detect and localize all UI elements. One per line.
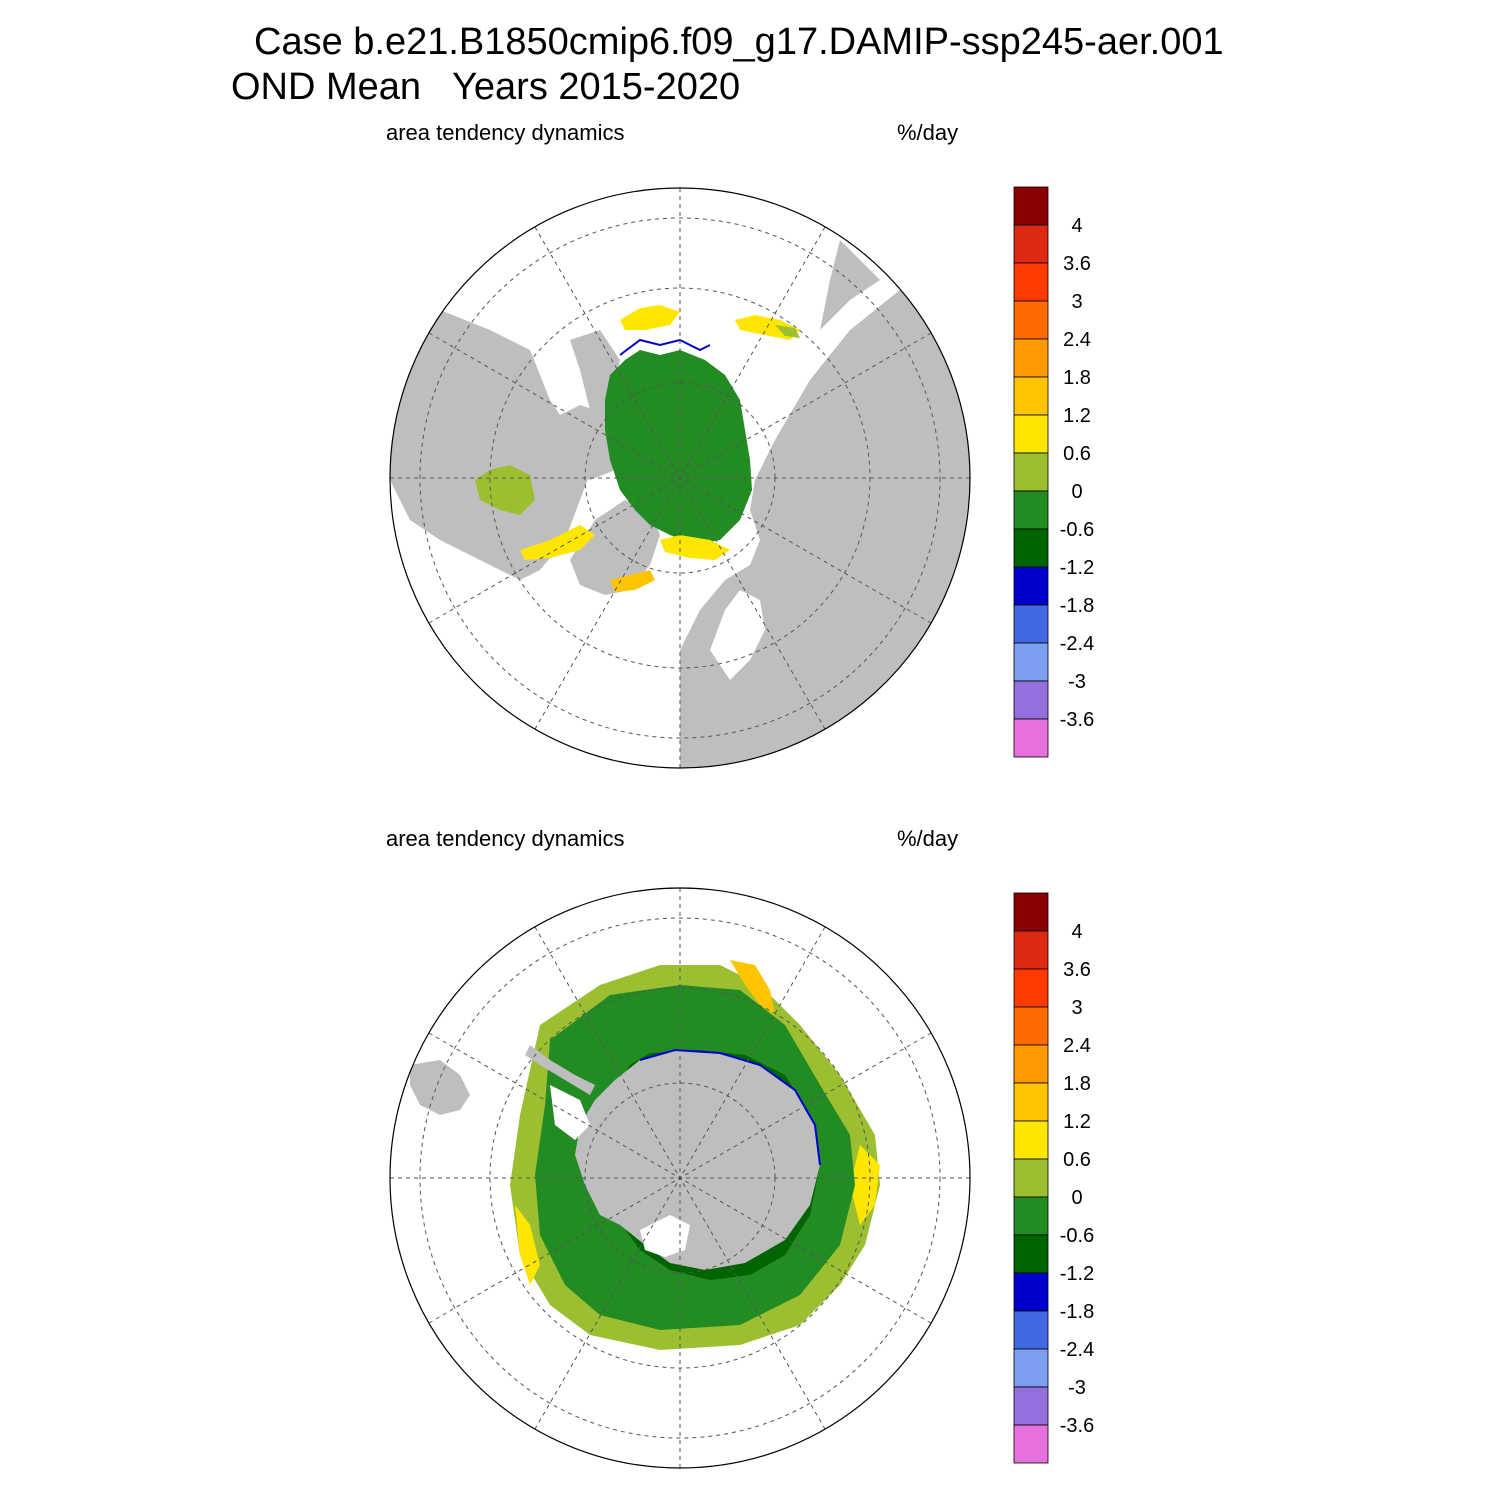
southern-ice-orange-patch <box>730 960 775 1015</box>
colorbar-tick-label: 3.6 <box>1063 253 1091 275</box>
colorbar-swatch <box>1013 338 1049 378</box>
colorbar-tick-label: 0 <box>1071 481 1082 503</box>
colorbar-tick-label: -1.8 <box>1060 1301 1094 1323</box>
weddell-sea-white <box>550 1085 590 1140</box>
figure-title-line-1: Case b.e21.B1850cmip6.f09_g17.DAMIP-ssp2… <box>254 21 1224 63</box>
figure-title-line-2: OND Mean Years 2015-2020 <box>231 66 741 108</box>
baffin-ice-band <box>520 525 595 560</box>
southern-ice-yellow-band-east <box>850 1145 880 1225</box>
colorbar-swatch <box>1013 262 1049 302</box>
colorbar-tick-label: 4 <box>1071 215 1082 237</box>
colorbar-swatch <box>1013 1158 1049 1198</box>
colorbar-tick-label: -3 <box>1068 671 1086 693</box>
south-america-land <box>410 1060 470 1115</box>
colorbar-tick-label: -3.6 <box>1060 709 1094 731</box>
colorbar-tick-label: 1.2 <box>1063 405 1091 427</box>
greenland-land <box>570 500 660 595</box>
colorbar-tick-label: 3 <box>1071 997 1082 1019</box>
colorbar-swatch <box>1013 186 1049 226</box>
okhotsk-ice <box>620 305 680 330</box>
colorbar-tick-label: 1.2 <box>1063 1111 1091 1133</box>
colorbar-tick-label: -2.4 <box>1060 633 1094 655</box>
colorbar-tick-label: -1.8 <box>1060 595 1094 617</box>
colorbar-tick-label: 2.4 <box>1063 1035 1091 1057</box>
colorbar-swatch <box>1013 566 1049 606</box>
colorbar-swatch <box>1013 642 1049 682</box>
colorbar-tick-label: -0.6 <box>1060 1225 1094 1247</box>
antarctic-ice-edge-blue <box>639 1048 821 1166</box>
colorbar-tick-label: 0.6 <box>1063 1149 1091 1171</box>
bering-ice-inner <box>775 325 800 338</box>
colorbar-swatch <box>1013 680 1049 720</box>
colorbar-tick-label: 3.6 <box>1063 959 1091 981</box>
colorbar-swatch <box>1013 414 1049 454</box>
south-panel-units-label: %/day <box>897 826 959 851</box>
arctic-sea-ice-main <box>605 350 752 545</box>
north-america-land <box>390 300 620 580</box>
colorbar-tick-label: 3 <box>1071 291 1082 313</box>
colorbar-swatch <box>1013 930 1049 970</box>
scandinavia-land <box>710 590 765 680</box>
southern-ice-yellow-band-west <box>515 1205 540 1285</box>
colorbar-swatch <box>1013 1310 1049 1350</box>
colorbar-tick-label: 0.6 <box>1063 443 1091 465</box>
colorbar-tick-label: 2.4 <box>1063 329 1091 351</box>
antarctica-land <box>575 1050 820 1270</box>
colorbar-swatch <box>1013 528 1049 568</box>
eurasia-land <box>680 280 970 768</box>
chukotka-land <box>820 240 880 330</box>
colorbar-tick-label: -1.2 <box>1060 1263 1094 1285</box>
barents-ice-band <box>660 535 730 560</box>
colorbar-swatch <box>1013 892 1049 932</box>
south-panel-left-label: area tendency dynamics <box>386 826 625 851</box>
colorbar-swatch <box>1013 490 1049 530</box>
colorbar-swatch <box>1013 1044 1049 1084</box>
colorbar-swatch <box>1013 718 1049 758</box>
colorbar-swatch <box>1013 224 1049 264</box>
colorbar-tick-label: 0 <box>1071 1187 1082 1209</box>
colorbar-swatch <box>1013 1424 1049 1464</box>
colorbar-tick-label: 1.8 <box>1063 367 1091 389</box>
north-panel-left-label: area tendency dynamics <box>386 120 625 145</box>
colorbar-swatch <box>1013 1120 1049 1160</box>
south-polar-map <box>380 885 980 1485</box>
antarctic-peninsula-land <box>525 1045 595 1095</box>
north-panel-units-label: %/day <box>897 120 959 145</box>
greenland-sea-band <box>610 570 655 592</box>
colorbar-swatch <box>1013 604 1049 644</box>
colorbar-swatch <box>1013 1272 1049 1312</box>
colorbar-tick-label: -0.6 <box>1060 519 1094 541</box>
colorbar-swatch <box>1013 1348 1049 1388</box>
colorbar-swatch <box>1013 1196 1049 1236</box>
colorbar-tick-label: 4 <box>1071 921 1082 943</box>
colorbar-tick-label: -2.4 <box>1060 1339 1094 1361</box>
colorbar-swatch <box>1013 1082 1049 1122</box>
colorbar-tick-label: -3 <box>1068 1377 1086 1399</box>
colorbar-swatch <box>1013 968 1049 1008</box>
colorbar-tick-label: -3.6 <box>1060 1415 1094 1437</box>
colorbar-tick-label: 1.8 <box>1063 1073 1091 1095</box>
arctic-sea-ice-edge <box>619 338 711 356</box>
colorbar-swatch <box>1013 1234 1049 1274</box>
colorbar-tick-label: -1.2 <box>1060 557 1094 579</box>
colorbar-swatch <box>1013 376 1049 416</box>
north-polar-map <box>380 180 980 780</box>
colorbar-swatch <box>1013 452 1049 492</box>
colorbar-swatch <box>1013 1386 1049 1426</box>
colorbar-swatch <box>1013 1006 1049 1046</box>
colorbar-swatch <box>1013 300 1049 340</box>
